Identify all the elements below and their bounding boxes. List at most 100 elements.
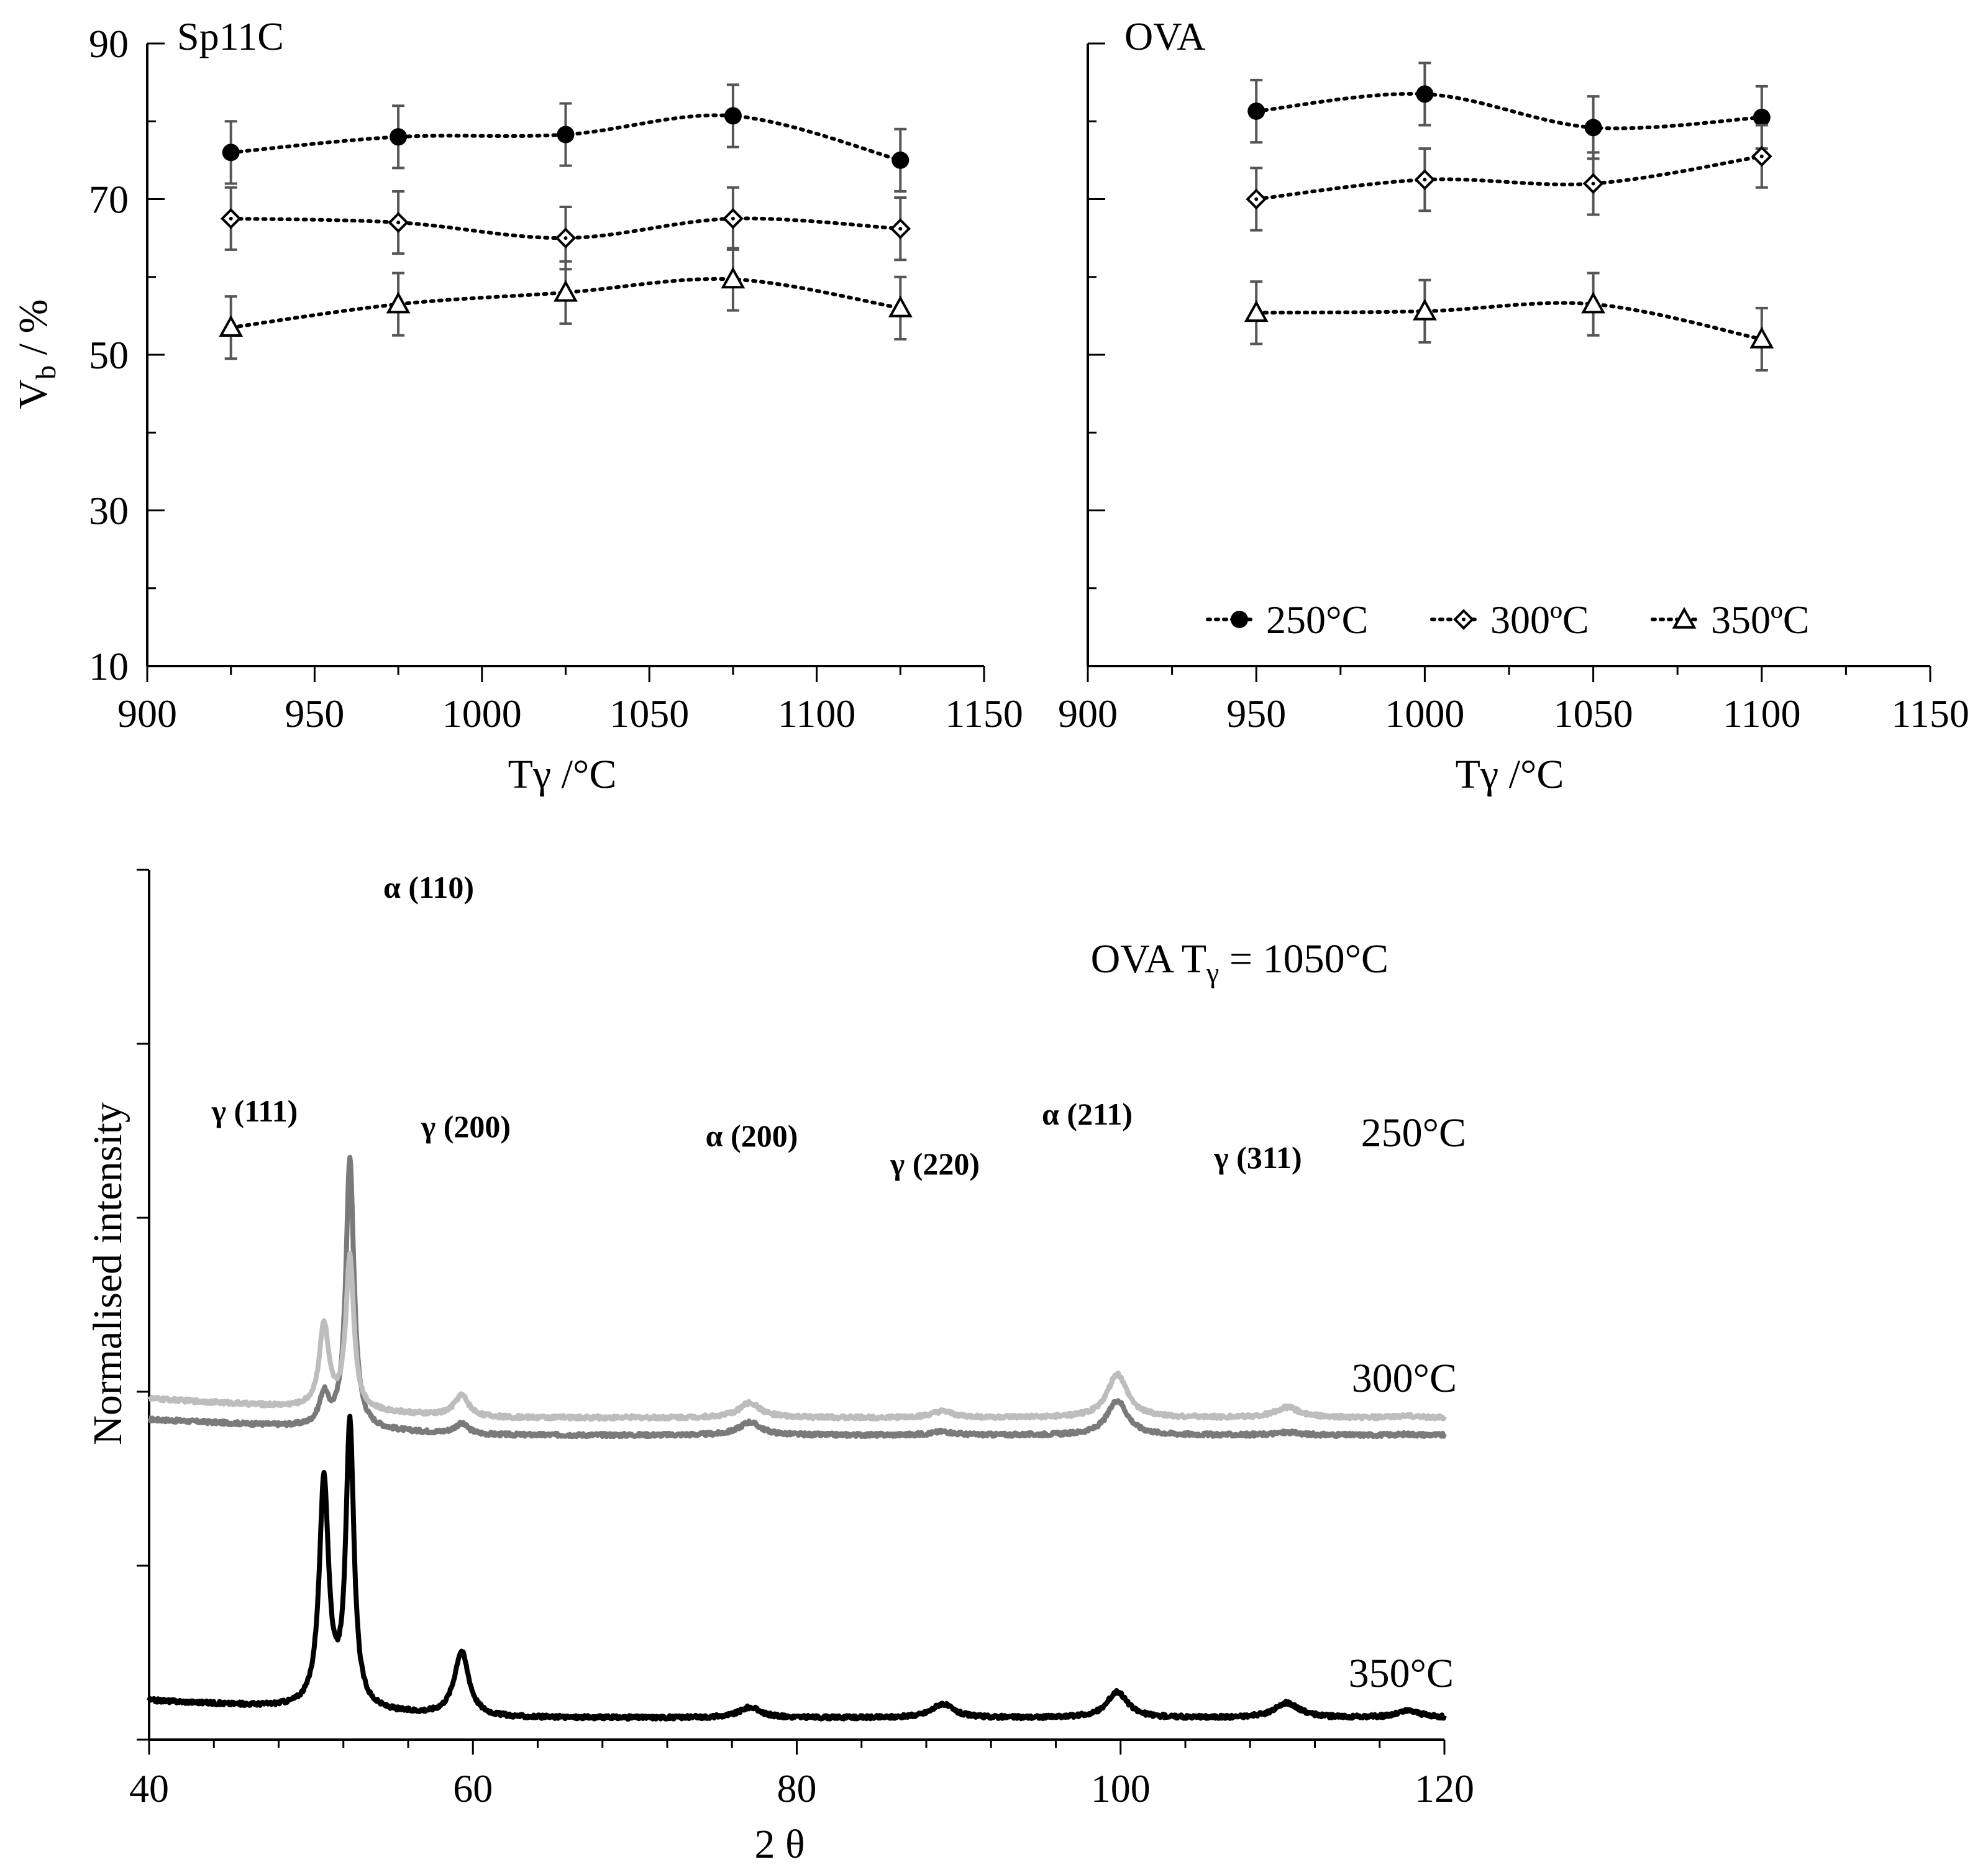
peak-labels: γ (111) α (110) γ (200) α (200) γ (220) α (21…	[211, 870, 1302, 1181]
y-axis-label-intensity: Normalised intensity	[85, 1102, 130, 1445]
xrd-pattern-2	[147, 1413, 1447, 1722]
data-point-sp11c-1-2-dot	[563, 236, 568, 240]
xrd-title: OVA Tγ = 1050°C	[1091, 936, 1388, 989]
y-tick-label-sp11c-30: 30	[89, 489, 129, 533]
xrd-pattern-1	[147, 1251, 1447, 1422]
legend-label-300: 300ºC	[1490, 598, 1589, 642]
data-point-ova-2-0	[1244, 300, 1269, 322]
data-point-sp11c-0-3	[724, 107, 742, 125]
legend-ova: 250°C 300ºC 350ºC	[1206, 598, 1810, 642]
series-line-ova-2	[1254, 301, 1764, 341]
x-tick-label-sp11c-1000: 1000	[442, 692, 522, 736]
axes-ova: 900 950 1000 1050 1100 1150	[1058, 42, 1969, 736]
data-point-ova-1-0-dot	[1254, 197, 1259, 201]
data-point-ova-1-2-dot	[1591, 181, 1595, 186]
xrd-pattern-0	[147, 1154, 1447, 1440]
series-sp11c-2	[219, 247, 913, 360]
x-axis-label-ova: Tγ /°C	[1456, 752, 1564, 797]
x-tick-label-xrd-120: 120	[1415, 1766, 1474, 1810]
legend-marker-shape-0	[1231, 611, 1248, 628]
series-sp11c-0	[222, 83, 910, 193]
series-line-ova-0	[1254, 91, 1764, 130]
x-tick-label-xrd-100: 100	[1091, 1766, 1151, 1810]
legend-marker-shape-2	[1672, 606, 1697, 629]
data-point-sp11c-1-1-dot	[396, 221, 401, 225]
peak-label-6: γ (311)	[1213, 1140, 1302, 1175]
data-point-sp11c-0-1	[390, 128, 408, 146]
x-axis-label-sp11c: Tγ /°C	[508, 752, 617, 797]
panel-ova: OVA 900 950 1000 1050 1100 1150 Tγ /°C 250°C …	[1058, 14, 1969, 797]
legend-marker-shape-1-dot	[1462, 618, 1466, 621]
peak-label-4: γ (220)	[890, 1146, 980, 1181]
legend-label-350: 350ºC	[1711, 598, 1810, 642]
legend-label-250: 250°C	[1266, 598, 1368, 642]
data-point-ova-1-3-dot	[1759, 154, 1764, 158]
x-tick-label-xrd-80: 80	[777, 1766, 817, 1810]
peak-label-2: γ (200)	[421, 1109, 511, 1144]
data-point-sp11c-2-2	[554, 280, 578, 302]
axes-xrd: 40 60 80 100 120	[129, 869, 1474, 1810]
x-tick-label-sp11c-950: 950	[285, 692, 344, 736]
data-point-sp11c-0-4	[891, 151, 910, 169]
x-tick-label-sp11c-1150: 1150	[945, 692, 1023, 736]
y-tick-label-sp11c-10: 10	[89, 644, 129, 688]
data-point-sp11c-2-0	[219, 315, 244, 337]
x-axis-label-2theta: 2 θ	[754, 1822, 805, 1867]
legend-marker-300	[1453, 609, 1474, 630]
x-tick-label-ova-1100: 1100	[1723, 692, 1801, 736]
x-tick-label-xrd-60: 60	[453, 1766, 493, 1810]
data-point-ova-0-3	[1753, 108, 1771, 126]
series-line-ova-1	[1254, 154, 1764, 201]
xrd-series-label-250: 250°C	[1361, 1110, 1466, 1156]
legend-marker-250	[1231, 611, 1248, 628]
panel-sp11c: Sp11C 10 30 50 70 90 900 950 1000 1050 1100 1150 T…	[11, 14, 1023, 797]
y-axis-label-vb: Vb / %	[11, 299, 62, 409]
series-ova-1	[1246, 124, 1772, 232]
data-point-sp11c-1-3-dot	[731, 216, 735, 221]
panel-title-sp11c: Sp11C	[177, 14, 284, 58]
data-point-sp11c-2-1	[386, 291, 411, 314]
data-point-sp11c-1-4-dot	[898, 227, 903, 231]
x-tick-label-ova-950: 950	[1226, 692, 1286, 736]
axes-sp11c: 10 30 50 70 90 900 950 1000 1050 1100 1150	[89, 22, 1023, 736]
data-point-ova-2-3	[1749, 326, 1774, 349]
x-tick-label-ova-1050: 1050	[1554, 692, 1633, 736]
series-sp11c-1	[220, 186, 911, 271]
peak-label-5: α (211)	[1042, 1097, 1133, 1131]
legend-marker-350	[1672, 606, 1697, 629]
data-point-sp11c-2-3	[721, 267, 746, 289]
x-tick-label-sp11c-900: 900	[117, 692, 177, 736]
peak-label-0: γ (111)	[211, 1094, 298, 1128]
y-tick-label-sp11c-90: 90	[89, 22, 129, 66]
y-tick-label-sp11c-70: 70	[89, 178, 129, 222]
x-tick-label-sp11c-1050: 1050	[609, 692, 689, 736]
data-point-sp11c-1-0-dot	[229, 216, 233, 221]
x-tick-label-ova-1150: 1150	[1891, 692, 1969, 736]
data-point-sp11c-0-0	[222, 144, 240, 162]
data-point-ova-2-2	[1581, 291, 1605, 314]
series-ova-0	[1247, 62, 1771, 160]
data-point-ova-0-2	[1584, 119, 1602, 137]
series-line-sp11c-1	[229, 216, 903, 240]
series-group-sp11c	[219, 83, 913, 360]
x-tick-label-ova-1000: 1000	[1385, 692, 1464, 736]
x-tick-label-xrd-40: 40	[129, 1766, 169, 1810]
peak-label-1: α (110)	[383, 870, 474, 905]
y-tick-label-sp11c-50: 50	[89, 333, 129, 377]
data-point-ova-2-1	[1413, 298, 1437, 321]
data-point-sp11c-0-2	[557, 126, 575, 144]
x-tick-label-ova-900: 900	[1058, 692, 1118, 736]
panel-xrd: 40 60 80 100 120 γ (111) α (110) γ (200) α (200…	[85, 869, 1474, 1867]
data-point-ova-0-1	[1416, 85, 1434, 103]
data-point-ova-1-1-dot	[1423, 178, 1427, 182]
series-group-ova	[1244, 62, 1774, 372]
panel-title-ova: OVA	[1124, 14, 1205, 58]
data-point-ova-0-0	[1247, 102, 1265, 120]
series-line-sp11c-0	[229, 113, 903, 162]
x-tick-label-sp11c-1100: 1100	[778, 692, 856, 736]
xrd-series-label-350: 350°C	[1349, 1651, 1454, 1696]
xrd-series-label-300: 300°C	[1352, 1356, 1457, 1401]
xrd-patterns	[147, 1154, 1447, 1722]
peak-label-3: α (200)	[706, 1118, 798, 1153]
